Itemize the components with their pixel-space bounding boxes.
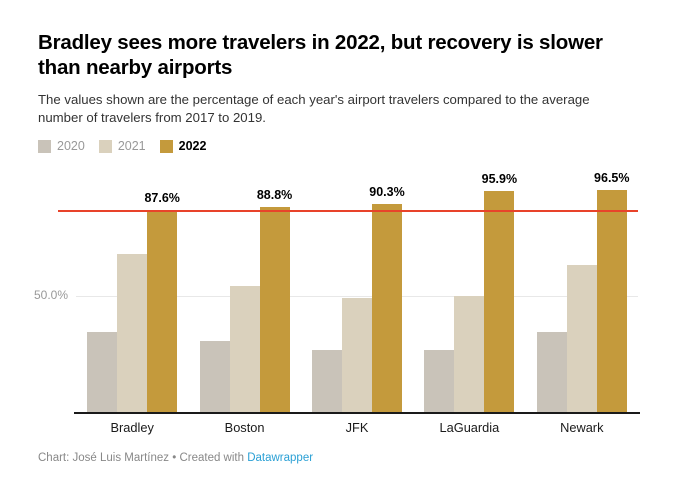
bar-rect[interactable] — [371, 203, 402, 412]
legend-item-label: 2021 — [117, 139, 146, 153]
chart-subtitle: The values shown are the percentage of e… — [38, 92, 590, 125]
bar-2022-bradley[interactable]: 87.6% — [144, 191, 180, 412]
bar-rect[interactable] — [117, 254, 148, 412]
y-axis-tick-label: 50.0% — [33, 287, 68, 302]
bar-rect[interactable] — [341, 297, 372, 412]
bar-value-label: 88.8% — [256, 188, 293, 203]
bar-group-bars: 88.8% — [188, 170, 300, 412]
chart-header: Bradley sees more travelers in 2022, but… — [38, 30, 638, 127]
bar-group-bars: 87.6% — [76, 170, 188, 412]
bar-rect[interactable] — [311, 350, 342, 412]
reference-line — [58, 209, 638, 212]
bar-group-jfk: 90.3% JFK — [301, 170, 413, 435]
legend-swatch-icon — [38, 139, 51, 153]
chart-footer: Chart: José Luis Martínez • Created with… — [38, 452, 313, 464]
bar-2020-boston[interactable] — [199, 341, 230, 412]
bar-2020-laguardia[interactable] — [424, 350, 455, 412]
bar-2021-bradley[interactable] — [117, 254, 148, 412]
bar-rect[interactable] — [259, 207, 290, 412]
datawrapper-link[interactable]: Datawrapper — [247, 452, 314, 464]
bar-rect[interactable] — [229, 285, 260, 412]
legend-item-2022[interactable]: 2022 — [159, 139, 207, 153]
bar-rect[interactable] — [536, 332, 567, 412]
bar-2020-jfk[interactable] — [311, 350, 342, 412]
gridline: 50.0% — [34, 288, 638, 302]
x-axis-category-label: Bradley — [110, 420, 154, 435]
plot-inner: 50.0% 87.6% Bradley 88.8% Boston 90.3% JFK 95.9… — [34, 170, 640, 435]
bar-rect[interactable] — [199, 341, 230, 412]
bar-rect[interactable] — [596, 189, 627, 412]
bar-2021-laguardia[interactable] — [454, 295, 485, 412]
bar-rect[interactable] — [566, 264, 597, 412]
footer-credit: Chart: José Luis Martínez • Created with — [38, 452, 248, 464]
x-axis-category-label: JFK — [345, 420, 369, 435]
bar-2021-boston[interactable] — [229, 285, 260, 412]
bar-group-bradley: 87.6% Bradley — [76, 170, 188, 435]
x-axis-category-label: Boston — [224, 420, 265, 435]
bar-2022-jfk[interactable]: 90.3% — [369, 185, 405, 412]
bar-2022-laguardia[interactable]: 95.9% — [482, 172, 517, 412]
x-axis-category-label: LaGuardia — [439, 420, 500, 435]
bar-value-label: 96.5% — [594, 170, 630, 185]
bar-2020-newark[interactable] — [536, 332, 567, 412]
bar-2022-boston[interactable]: 88.8% — [257, 188, 292, 412]
bar-2022-newark[interactable]: 96.5% — [594, 171, 630, 412]
legend-swatch-icon — [98, 139, 112, 153]
bar-rect[interactable] — [87, 332, 118, 412]
legend-item-label: 2020 — [57, 139, 85, 153]
x-axis-baseline — [74, 412, 640, 414]
bar-2021-newark[interactable] — [566, 264, 597, 412]
bar-2020-bradley[interactable] — [87, 332, 118, 412]
chart-title: Bradley sees more travelers in 2022, but… — [38, 31, 603, 79]
bar-rect[interactable] — [424, 350, 455, 412]
legend-item-label: 2022 — [178, 139, 207, 153]
bar-group-bars: 90.3% — [301, 170, 413, 412]
plot-area: 50.0% 87.6% Bradley 88.8% Boston 90.3% JFK 95.9… — [34, 170, 640, 435]
chart-legend: 2020 2021 2022 — [38, 139, 206, 153]
bar-group-bars: 95.9% — [413, 170, 525, 412]
bar-group-newark: 96.5% Newark — [526, 170, 638, 435]
bar-value-label: 90.3% — [369, 184, 405, 199]
legend-swatch-icon — [159, 139, 173, 153]
bar-group-laguardia: 95.9% LaGuardia — [413, 170, 525, 435]
legend-item-2021[interactable]: 2021 — [98, 139, 146, 153]
bar-value-label: 87.6% — [144, 191, 180, 206]
bar-value-label: 95.9% — [481, 171, 518, 186]
bar-rect[interactable] — [147, 210, 178, 412]
bar-2021-jfk[interactable] — [341, 297, 372, 412]
bar-rect[interactable] — [484, 190, 515, 412]
bar-group-boston: 88.8% Boston — [188, 170, 300, 435]
legend-item-2020[interactable]: 2020 — [38, 139, 85, 153]
bar-rect[interactable] — [454, 295, 485, 412]
x-axis-category-label: Newark — [560, 420, 604, 435]
bar-group-bars: 96.5% — [526, 170, 638, 412]
